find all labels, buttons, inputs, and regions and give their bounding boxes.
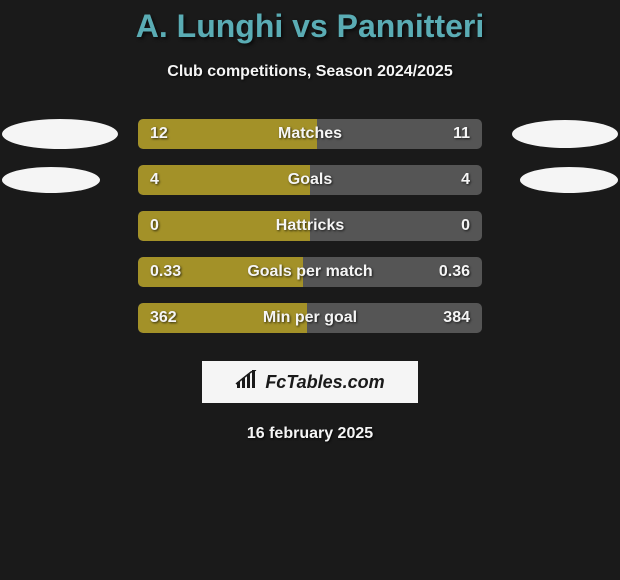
stat-label: Min per goal [263, 309, 357, 327]
player-left-indicator [2, 167, 100, 193]
date-text: 16 february 2025 [0, 425, 620, 443]
stat-label: Matches [278, 125, 342, 143]
stat-bar: 12 Matches 11 [138, 119, 482, 149]
stat-value-right: 0 [461, 217, 470, 235]
stat-bar-fill [138, 165, 310, 195]
stat-bar: 0.33 Goals per match 0.36 [138, 257, 482, 287]
stat-row: 4 Goals 4 [0, 157, 620, 203]
stat-bar: 0 Hattricks 0 [138, 211, 482, 241]
stat-value-right: 4 [461, 171, 470, 189]
main-container: A. Lunghi vs Pannitteri Club competition… [0, 0, 620, 443]
stat-value-right: 384 [443, 309, 470, 327]
stat-row: 0.33 Goals per match 0.36 [0, 249, 620, 295]
player-left-indicator [2, 119, 118, 149]
stat-value-left: 4 [150, 171, 159, 189]
stat-bar: 4 Goals 4 [138, 165, 482, 195]
stat-value-left: 12 [150, 125, 168, 143]
stat-value-left: 0 [150, 217, 159, 235]
stat-label: Hattricks [276, 217, 344, 235]
stat-value-left: 0.33 [150, 263, 181, 281]
brand-text: FcTables.com [265, 372, 384, 393]
stat-value-left: 362 [150, 309, 177, 327]
stat-label: Goals per match [247, 263, 372, 281]
stat-row: 12 Matches 11 [0, 111, 620, 157]
subtitle: Club competitions, Season 2024/2025 [0, 63, 620, 81]
branding-box[interactable]: FcTables.com [202, 361, 418, 403]
stat-label: Goals [288, 171, 332, 189]
page-title: A. Lunghi vs Pannitteri [0, 8, 620, 45]
player-right-indicator [520, 167, 618, 193]
stats-area: 12 Matches 11 4 Goals 4 0 Hattricks 0 0.33 Goals p… [0, 111, 620, 341]
chart-icon [235, 370, 259, 395]
stat-row: 362 Min per goal 384 [0, 295, 620, 341]
stat-value-right: 0.36 [439, 263, 470, 281]
player-right-indicator [512, 120, 618, 148]
stat-bar: 362 Min per goal 384 [138, 303, 482, 333]
stat-value-right: 11 [453, 125, 470, 143]
stat-row: 0 Hattricks 0 [0, 203, 620, 249]
